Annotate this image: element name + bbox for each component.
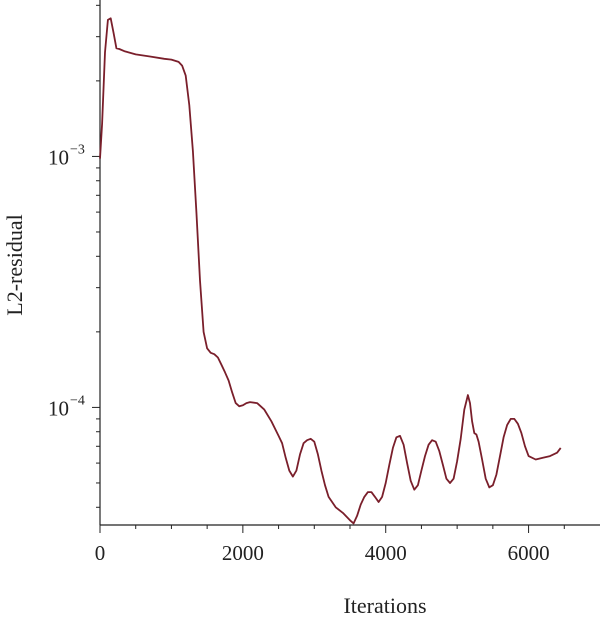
residual-series-line xyxy=(99,17,562,525)
x-tick-label: 6000 xyxy=(508,541,550,565)
y-tick-exponent: −4 xyxy=(70,393,85,408)
y-axis-title: L2-residual xyxy=(2,214,27,315)
y-tick-exponent: −3 xyxy=(70,142,85,157)
y-tick-label: 10 xyxy=(48,145,69,169)
x-tick-label: 0 xyxy=(95,541,106,565)
x-tick-label: 2000 xyxy=(222,541,264,565)
x-tick-label: 4000 xyxy=(365,541,407,565)
x-axis-title: Iterations xyxy=(343,593,426,618)
y-tick-label: 10 xyxy=(48,396,69,420)
